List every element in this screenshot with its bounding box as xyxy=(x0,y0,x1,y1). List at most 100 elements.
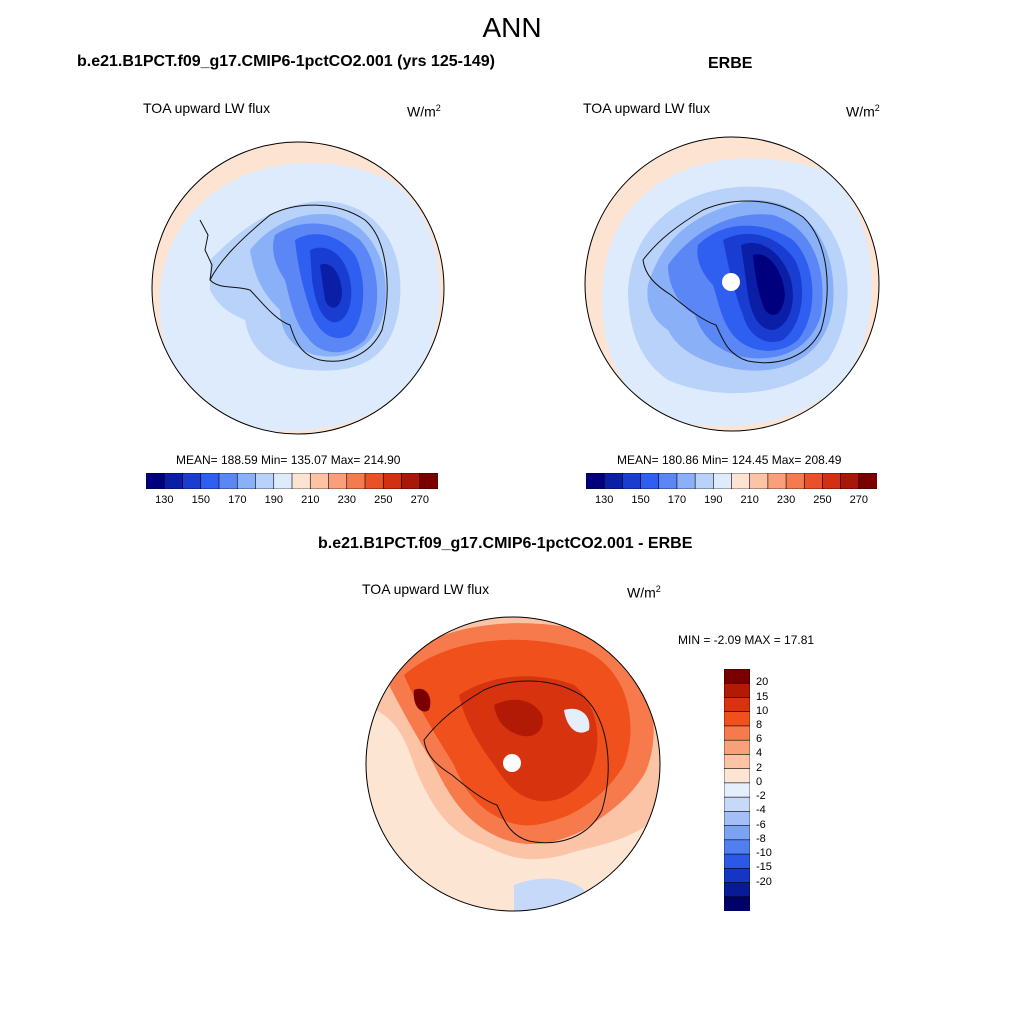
colorbar-cell xyxy=(328,473,348,489)
colorbar-cell xyxy=(724,739,750,756)
colorbar-cell xyxy=(200,473,220,489)
colorbar-tick-label: 190 xyxy=(264,494,283,506)
colorbar-cell xyxy=(724,825,750,841)
colorbar-cell xyxy=(724,711,750,727)
units-label-model: W/m2 xyxy=(407,103,441,120)
colorbar-tick-label: 2 xyxy=(756,761,763,774)
colorbar-tick-label: 15 xyxy=(756,690,769,703)
colorbar-tick-label: 6 xyxy=(756,733,763,746)
colorbar-cell xyxy=(586,473,605,489)
panel-title-diff: b.e21.B1PCT.f09_g17.CMIP6-1pctCO2.001 - … xyxy=(318,535,693,552)
colorbar-diff xyxy=(724,669,750,911)
stats-obs: MEAN= 180.86 Min= 124.45 Max= 208.49 xyxy=(617,453,842,467)
colorbar-cell xyxy=(749,473,769,489)
colorbar-cell xyxy=(724,725,750,741)
colorbar-cell xyxy=(840,473,860,489)
colorbar-tick-label: -6 xyxy=(756,818,766,831)
units-label-diff: W/m2 xyxy=(627,584,661,601)
figure-title: ANN xyxy=(482,12,542,43)
colorbar-cell xyxy=(724,796,750,812)
colorbar-tick-label: 210 xyxy=(740,494,759,506)
colorbar-cell xyxy=(767,473,787,489)
colorbar-obs xyxy=(586,473,877,489)
colorbar-cell xyxy=(163,473,184,489)
colorbar-tick-label: 190 xyxy=(704,494,723,506)
colorbar-tick-label: -15 xyxy=(756,861,772,874)
colorbar-cell xyxy=(785,473,805,489)
colorbar-tick-label: 210 xyxy=(301,494,320,506)
colorbar-tick-label: -10 xyxy=(756,847,772,860)
colorbar-cell xyxy=(273,473,293,489)
colorbar-cell xyxy=(676,473,696,489)
colorbar-tick-label: 130 xyxy=(155,494,174,506)
colorbar-tick-label: 0 xyxy=(756,775,763,788)
stats-diff: MIN = -2.09 MAX = 17.81 xyxy=(678,633,815,647)
variable-label-model: TOA upward LW flux xyxy=(143,100,271,116)
colorbar-cell xyxy=(724,682,750,699)
colorbar-tick-label: 150 xyxy=(191,494,210,506)
colorbar-cell xyxy=(364,473,384,489)
colorbar-tick-label: 170 xyxy=(667,494,687,506)
stats-model: MEAN= 188.59 Min= 135.07 Max= 214.90 xyxy=(176,453,401,467)
variable-label-diff: TOA upward LW flux xyxy=(362,581,490,597)
polar-map-model xyxy=(151,141,445,435)
colorbar-cell xyxy=(694,473,714,489)
colorbar-cell xyxy=(622,473,642,489)
colorbar-tick-label: 270 xyxy=(849,494,868,506)
colorbar-cell xyxy=(236,473,257,489)
colorbar-tick-label: 170 xyxy=(228,494,247,506)
colorbar-labels-diff: 20 15 10 8 6 4 2 0 -2 -4 -6 -8 -10 -15 -20 xyxy=(756,669,796,911)
colorbar-cell xyxy=(724,754,750,770)
colorbar-cell xyxy=(255,473,275,489)
colorbar-cell xyxy=(182,473,202,489)
colorbar-cell xyxy=(291,473,311,489)
colorbar-tick-label: 250 xyxy=(374,494,393,506)
colorbar-tick-label: 270 xyxy=(410,494,429,506)
colorbar-cell xyxy=(724,896,750,911)
colorbar-cell xyxy=(724,669,750,684)
colorbar-cell xyxy=(858,473,877,489)
colorbar-tick-label: 250 xyxy=(813,494,832,506)
colorbar-cell xyxy=(346,473,366,489)
colorbar-cell xyxy=(731,473,751,489)
colorbar-tick-label: 10 xyxy=(756,704,769,717)
polar-map-obs xyxy=(584,136,880,432)
colorbar-cell xyxy=(640,473,660,489)
colorbar-cell xyxy=(401,473,421,489)
colorbar-cell xyxy=(724,839,750,855)
colorbar-cell xyxy=(309,473,330,489)
colorbar-cell xyxy=(603,473,623,489)
colorbar-tick-label: -8 xyxy=(756,832,766,845)
colorbar-tick-label: 8 xyxy=(756,718,763,731)
colorbar-tick-label: 230 xyxy=(776,494,796,506)
colorbar-cell xyxy=(724,811,750,827)
colorbar-cell xyxy=(146,473,165,489)
colorbar-cell xyxy=(218,473,238,489)
colorbar-tick-label: 230 xyxy=(337,494,356,506)
colorbar-cell xyxy=(724,768,750,784)
colorbar-tick-label: -4 xyxy=(756,804,766,817)
colorbar-cell xyxy=(724,882,750,898)
units-label-obs: W/m2 xyxy=(846,103,880,120)
colorbar-cell xyxy=(803,473,824,489)
colorbar-cell xyxy=(382,473,403,489)
colorbar-labels-obs: 130 150 170 190 210 230 250 270 xyxy=(586,494,877,508)
colorbar-tick-label: -2 xyxy=(756,790,766,803)
variable-label-obs: TOA upward LW flux xyxy=(583,100,711,116)
colorbar-cell xyxy=(724,697,750,713)
colorbar-tick-label: 20 xyxy=(756,676,769,689)
colorbar-tick-label: 150 xyxy=(631,494,650,506)
colorbar-tick-label: 130 xyxy=(595,494,614,506)
panel-title-model: b.e21.B1PCT.f09_g17.CMIP6-1pctCO2.001 (y… xyxy=(77,53,495,70)
colorbar-model xyxy=(146,473,438,489)
colorbar-cell xyxy=(724,867,750,884)
colorbar-cell xyxy=(419,473,438,489)
colorbar-labels-model: 130 150 170 190 210 230 250 270 xyxy=(146,494,438,508)
colorbar-tick-label: 4 xyxy=(756,747,763,760)
colorbar-cell xyxy=(658,473,678,489)
colorbar-tick-label: -20 xyxy=(756,875,772,888)
colorbar-cell xyxy=(724,782,750,798)
colorbar-cell xyxy=(724,853,750,869)
polar-map-diff xyxy=(365,616,661,912)
panel-title-obs: ERBE xyxy=(708,55,753,72)
